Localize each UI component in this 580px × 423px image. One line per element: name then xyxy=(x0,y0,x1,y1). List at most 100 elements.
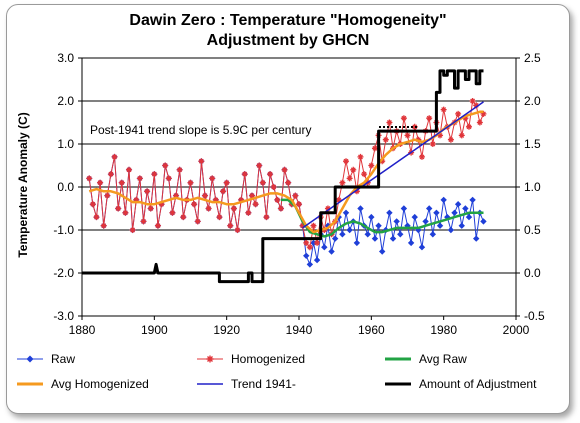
x-tick-label: 1940 xyxy=(286,323,313,337)
legend-label: Amount of Adjustment xyxy=(419,377,537,391)
legend-item: Raw xyxy=(17,352,75,366)
raw-point xyxy=(465,213,473,221)
homogenized-point xyxy=(173,192,180,199)
raw-point xyxy=(454,201,462,208)
homogenized-point xyxy=(465,123,472,130)
homogenized-point xyxy=(158,201,165,208)
homogenized-point xyxy=(111,153,118,160)
raw-point xyxy=(451,209,458,216)
x-tick-label: 1880 xyxy=(69,323,96,337)
raw-point xyxy=(371,235,379,242)
homogenized-point xyxy=(296,201,302,208)
homogenized-point xyxy=(241,171,248,178)
homogenized-point xyxy=(379,158,386,165)
y2-tick-label: 2.5 xyxy=(524,51,541,65)
homogenized-point xyxy=(259,179,266,186)
raw-point xyxy=(407,239,415,247)
homogenized-point xyxy=(476,119,483,126)
homogenized-point xyxy=(404,132,411,139)
raw-point xyxy=(433,209,440,216)
homogenized-point xyxy=(437,132,444,139)
x-tick-label: 1960 xyxy=(358,323,385,337)
y-tick-label: 2.0 xyxy=(57,94,74,108)
avg-raw-line xyxy=(280,198,484,238)
homogenized-point xyxy=(306,244,313,251)
homogenized-point xyxy=(230,205,237,212)
raw-point xyxy=(386,209,393,216)
raw-point xyxy=(462,205,469,212)
homogenized-point xyxy=(270,184,277,190)
y2-tick-label: 0.5 xyxy=(524,223,541,237)
y-tick-label: 3.0 xyxy=(57,51,74,65)
homogenized-point xyxy=(144,188,151,195)
homogenized-point xyxy=(314,239,321,246)
homogenized-point xyxy=(136,175,143,182)
homogenized-point xyxy=(223,179,230,186)
homogenized-point xyxy=(180,214,187,221)
raw-series-line xyxy=(88,156,484,265)
chart: Dawin Zero : Temperature "Homogeneity" A… xyxy=(16,12,545,391)
homogenized-point xyxy=(97,179,104,186)
homogenized-point xyxy=(169,209,176,216)
y-tick-label: 1.0 xyxy=(57,137,74,151)
legend: Raw Homogenized Avg Raw Avg Homogenized Tren… xyxy=(17,352,537,391)
homogenized-point xyxy=(429,141,436,147)
homogenized-point xyxy=(191,201,198,208)
homogenized-point xyxy=(107,171,114,178)
homogenized-point xyxy=(277,205,284,212)
homogenized-point xyxy=(86,175,93,182)
homogenized-point xyxy=(238,196,245,203)
legend-label: Raw xyxy=(51,352,75,366)
legend-item: Avg Raw xyxy=(385,352,467,366)
homogenized-point xyxy=(165,175,172,182)
trend-line xyxy=(302,101,484,229)
homogenized-point xyxy=(346,175,353,182)
raw-point xyxy=(339,231,346,238)
homogenized-point xyxy=(248,192,255,199)
homogenized-point xyxy=(339,179,346,186)
homogenized-point xyxy=(447,136,454,143)
homogenized-point xyxy=(220,188,227,195)
plot-area-border xyxy=(81,57,517,317)
raw-point xyxy=(400,205,408,212)
homogenized-point xyxy=(267,171,274,178)
homogenized-point xyxy=(299,222,306,229)
homogenized-point xyxy=(368,162,375,169)
raw-point xyxy=(375,222,382,229)
x-tick-label: 2000 xyxy=(503,323,530,337)
homogenized-point xyxy=(212,196,219,203)
homogenized-point xyxy=(274,196,281,203)
homogenized-point xyxy=(115,205,122,212)
raw-point xyxy=(313,256,321,264)
legend-label: Homogenized xyxy=(231,352,305,366)
homogenized-point xyxy=(216,214,223,221)
homogenized-point xyxy=(176,166,183,173)
raw-point xyxy=(353,239,361,247)
homogenized-point xyxy=(292,192,299,199)
raw-point xyxy=(368,213,375,221)
homogenized-point xyxy=(361,171,368,178)
homogenized-point xyxy=(350,166,357,173)
homogenized-point xyxy=(100,222,107,229)
y2-tick-label: 1.0 xyxy=(524,180,541,194)
legend-item: Homogenized xyxy=(197,352,305,366)
homogenized-point xyxy=(310,222,317,229)
raw-point xyxy=(447,226,455,234)
homogenized-point xyxy=(335,196,342,203)
homogenized-point xyxy=(154,222,161,229)
homogenized-point xyxy=(162,162,169,169)
raw-point xyxy=(418,244,426,251)
raw-point xyxy=(426,205,433,212)
raw-point xyxy=(429,231,437,238)
axis-ticks: -3.0 -2.0 -1.0 0.0 1.0 2.0 3.0 -0.5 0.0 0.5 1.0 1.5… xyxy=(53,51,545,337)
homogenized-point xyxy=(126,166,133,173)
y-tick-label: 0.0 xyxy=(57,180,74,194)
raw-point xyxy=(393,218,400,225)
raw-point xyxy=(458,222,465,229)
raw-point xyxy=(331,235,339,242)
homogenized-point xyxy=(140,218,147,225)
raw-point xyxy=(328,248,335,255)
raw-point xyxy=(469,196,476,204)
homogenized-point xyxy=(227,222,234,229)
homogenized-point xyxy=(263,214,270,221)
